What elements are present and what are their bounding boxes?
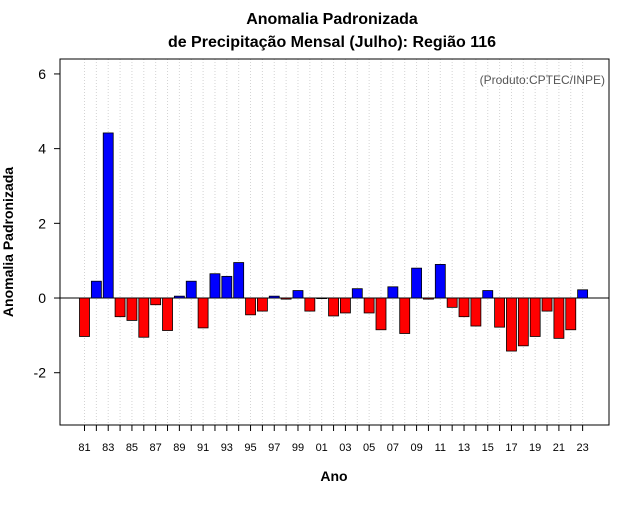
y-tick-label: 0 — [38, 290, 46, 306]
bar-97 — [268, 295, 280, 299]
bar-82 — [90, 280, 102, 299]
bar-22 — [565, 297, 577, 331]
bar-01 — [316, 297, 328, 300]
x-tick-label: 13 — [458, 442, 470, 454]
bar-86 — [138, 297, 150, 338]
bar-02 — [328, 297, 339, 317]
bar-18 — [517, 297, 529, 347]
bar-81 — [79, 297, 90, 337]
bar-87 — [150, 297, 162, 306]
bar-03 — [340, 297, 351, 314]
x-tick-label: 95 — [244, 442, 256, 454]
bar-15 — [482, 290, 494, 299]
bar-84 — [114, 297, 126, 318]
bar-94 — [233, 262, 245, 299]
y-tick-label: -2 — [34, 365, 47, 381]
bar-12 — [446, 297, 458, 308]
grid-lines — [84, 59, 584, 425]
bar-19 — [529, 297, 541, 337]
bar-06 — [375, 297, 387, 331]
bar-09 — [411, 267, 422, 299]
chart-title-line2: de Precipitação Mensal (Julho): Região 1… — [168, 34, 496, 51]
bar-08 — [399, 297, 411, 334]
bar-07 — [387, 286, 399, 299]
y-axis: -2 0 2 4 6 — [34, 66, 60, 381]
x-tick-label: 89 — [173, 442, 185, 454]
bar-85 — [126, 297, 138, 321]
x-tick-label: 17 — [505, 442, 517, 454]
x-tick-label: 21 — [553, 442, 565, 454]
x-tick-label: 15 — [482, 442, 494, 454]
x-tick-label: 09 — [410, 442, 422, 454]
y-tick-label: 4 — [38, 141, 46, 157]
bar-95 — [245, 297, 256, 316]
bar-16 — [494, 297, 506, 328]
x-tick-label: 97 — [268, 442, 280, 454]
bar-11 — [434, 264, 446, 299]
source-annotation: (Produto:CPTEC/INPE) — [480, 73, 605, 87]
bar-89 — [173, 295, 185, 299]
x-tick-label: 87 — [150, 442, 162, 454]
x-tick-label: 05 — [363, 442, 375, 454]
bar-90 — [185, 280, 197, 299]
plot-frame — [59, 58, 610, 426]
x-axis: 81 83 85 87 89 91 93 95 97 99 01 03 05 07 09 11 13 15 17 19… — [78, 425, 589, 454]
bar-83 — [102, 132, 114, 299]
y-tick-label: 2 — [38, 215, 46, 231]
bar-14 — [470, 297, 482, 327]
bar-88 — [162, 297, 173, 331]
x-tick-label: 81 — [78, 442, 90, 454]
x-tick-label: 07 — [387, 442, 399, 454]
x-tick-label: 23 — [576, 442, 588, 454]
bar-96 — [256, 297, 268, 312]
bar-99 — [292, 290, 304, 299]
x-tick-label: 91 — [197, 442, 209, 454]
y-axis-label: Anomalia Padronizada — [0, 167, 16, 317]
chart-title-line1: Anomalia Padronizada — [246, 11, 418, 28]
x-tick-label: 03 — [339, 442, 351, 454]
y-tick-label: 6 — [38, 66, 46, 82]
x-tick-label: 11 — [435, 442, 446, 454]
x-tick-label: 83 — [102, 442, 114, 454]
bar-92 — [209, 273, 221, 299]
bar-23 — [577, 289, 589, 299]
x-tick-label: 01 — [316, 442, 328, 454]
bars — [79, 132, 589, 352]
bar-91 — [197, 297, 209, 329]
x-tick-label: 99 — [292, 442, 304, 454]
bar-93 — [221, 275, 233, 299]
x-axis-label: Ano — [320, 468, 347, 484]
bar-21 — [553, 297, 565, 339]
bar-13 — [458, 297, 470, 318]
bar-05 — [363, 297, 375, 314]
bar-17 — [506, 297, 517, 352]
bar-20 — [541, 297, 553, 312]
x-tick-label: 93 — [221, 442, 233, 454]
x-tick-label: 19 — [529, 442, 541, 454]
bar-00 — [304, 297, 316, 312]
bar-98 — [280, 297, 292, 300]
x-tick-label: 85 — [126, 442, 138, 454]
bar-10 — [423, 297, 434, 300]
bar-04 — [351, 288, 363, 299]
